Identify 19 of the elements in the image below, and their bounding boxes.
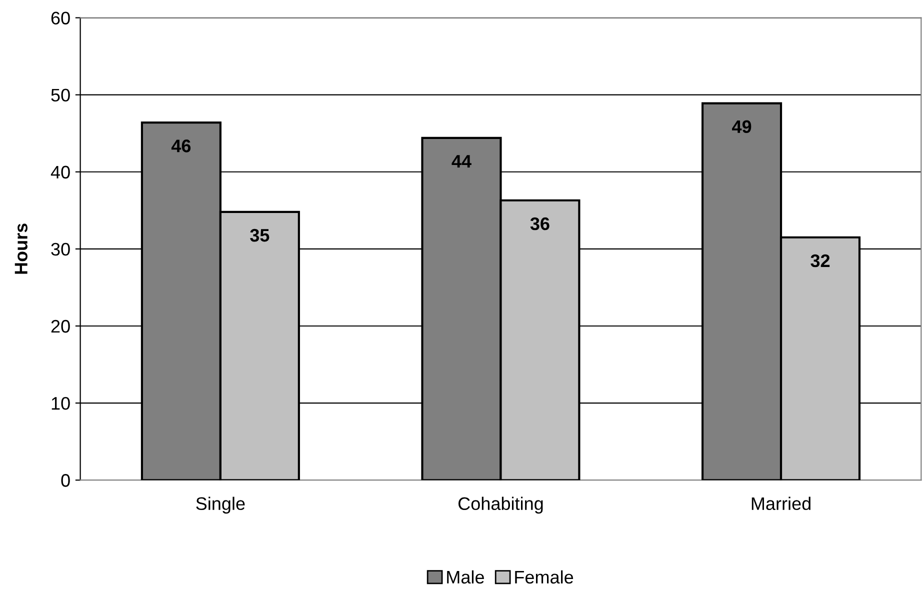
data-label: 32 xyxy=(810,254,830,268)
y-tick-label: 50 xyxy=(51,88,70,102)
y-tick-label: 60 xyxy=(51,12,70,24)
y-tick-label: 30 xyxy=(51,242,70,256)
x-tick-label: Single xyxy=(196,496,245,514)
data-label: 46 xyxy=(171,140,191,152)
y-tick-label: 0 xyxy=(61,474,70,487)
data-label: 35 xyxy=(250,228,270,242)
y-axis-title: Hours xyxy=(14,224,28,274)
y-tick-label: 10 xyxy=(52,396,70,410)
data-label: 36 xyxy=(530,217,550,230)
x-tick-label: Cohabiting xyxy=(458,496,543,514)
y-tick-label: 20 xyxy=(51,320,70,333)
data-label: 49 xyxy=(732,120,752,134)
legend-label: Female xyxy=(515,570,574,584)
legend-label: Male xyxy=(447,570,484,584)
y-tick-label: 40 xyxy=(50,166,70,179)
data-label: 44 xyxy=(452,155,472,168)
x-tick-label: Married xyxy=(752,496,810,510)
